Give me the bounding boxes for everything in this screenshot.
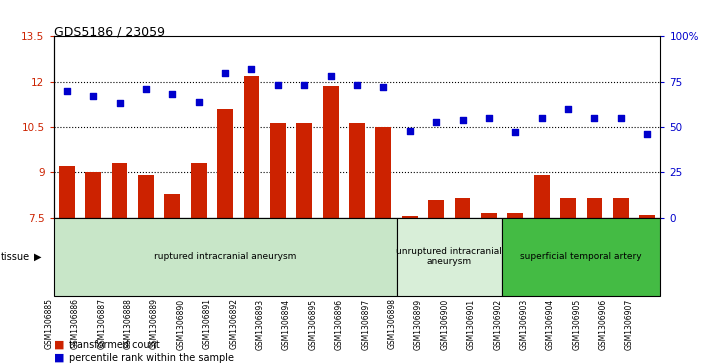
Bar bbox=[508, 213, 523, 218]
Bar bbox=[270, 123, 286, 218]
Text: GSM1306898: GSM1306898 bbox=[388, 298, 396, 349]
Text: GSM1306903: GSM1306903 bbox=[520, 298, 528, 350]
Point bbox=[298, 82, 310, 88]
Text: GSM1306896: GSM1306896 bbox=[335, 298, 344, 350]
Point bbox=[140, 86, 151, 92]
Bar bbox=[111, 163, 127, 218]
Point bbox=[589, 115, 600, 121]
Text: GDS5186 / 23059: GDS5186 / 23059 bbox=[54, 25, 164, 38]
Bar bbox=[481, 213, 497, 218]
Bar bbox=[502, 218, 660, 296]
Text: GSM1306894: GSM1306894 bbox=[282, 298, 291, 350]
Point bbox=[431, 119, 442, 125]
Text: GSM1306905: GSM1306905 bbox=[573, 298, 581, 350]
Point bbox=[351, 82, 363, 88]
Point bbox=[483, 115, 495, 121]
Bar bbox=[613, 198, 629, 218]
Point bbox=[193, 99, 204, 105]
Bar bbox=[376, 127, 391, 218]
Point bbox=[325, 73, 336, 79]
Text: GSM1306887: GSM1306887 bbox=[97, 298, 106, 349]
Point bbox=[536, 115, 548, 121]
Bar bbox=[587, 198, 603, 218]
Text: tissue: tissue bbox=[1, 252, 30, 262]
Text: GSM1306891: GSM1306891 bbox=[203, 298, 212, 349]
Bar bbox=[534, 175, 550, 218]
Point bbox=[87, 93, 99, 99]
Point bbox=[378, 84, 389, 90]
Bar bbox=[138, 175, 154, 218]
Bar bbox=[296, 123, 312, 218]
Bar bbox=[323, 86, 338, 218]
Point bbox=[272, 82, 283, 88]
Text: GSM1306900: GSM1306900 bbox=[441, 298, 449, 350]
Text: GSM1306899: GSM1306899 bbox=[414, 298, 423, 350]
Bar bbox=[243, 76, 259, 218]
Text: GSM1306892: GSM1306892 bbox=[229, 298, 238, 349]
Bar bbox=[54, 218, 396, 296]
Text: GSM1306885: GSM1306885 bbox=[44, 298, 54, 349]
Text: GSM1306907: GSM1306907 bbox=[625, 298, 634, 350]
Point bbox=[246, 66, 257, 72]
Text: GSM1306906: GSM1306906 bbox=[598, 298, 608, 350]
Point bbox=[61, 88, 72, 94]
Text: percentile rank within the sample: percentile rank within the sample bbox=[69, 352, 234, 363]
Point bbox=[219, 70, 231, 76]
Bar bbox=[164, 193, 180, 218]
Text: GSM1306890: GSM1306890 bbox=[176, 298, 186, 350]
Text: ▶: ▶ bbox=[34, 252, 42, 262]
Text: GSM1306889: GSM1306889 bbox=[150, 298, 159, 349]
Text: GSM1306895: GSM1306895 bbox=[308, 298, 318, 350]
Point bbox=[510, 130, 521, 135]
Point bbox=[404, 128, 416, 134]
Text: GSM1306888: GSM1306888 bbox=[124, 298, 133, 349]
Point bbox=[114, 101, 125, 106]
Point bbox=[166, 91, 178, 97]
Bar bbox=[349, 123, 365, 218]
Bar bbox=[396, 218, 502, 296]
Text: ■: ■ bbox=[54, 352, 64, 363]
Bar bbox=[455, 198, 471, 218]
Text: GSM1306902: GSM1306902 bbox=[493, 298, 502, 350]
Text: GSM1306904: GSM1306904 bbox=[546, 298, 555, 350]
Bar bbox=[191, 163, 206, 218]
Text: ruptured intracranial aneurysm: ruptured intracranial aneurysm bbox=[154, 252, 296, 261]
Text: ■: ■ bbox=[54, 340, 64, 350]
Bar bbox=[428, 200, 444, 218]
Point bbox=[642, 131, 653, 137]
Point bbox=[457, 117, 468, 123]
Point bbox=[563, 106, 574, 112]
Text: unruptured intracranial
aneurysm: unruptured intracranial aneurysm bbox=[396, 247, 502, 266]
Point bbox=[615, 115, 627, 121]
Text: GSM1306897: GSM1306897 bbox=[361, 298, 370, 350]
Bar bbox=[85, 172, 101, 218]
Bar bbox=[402, 216, 418, 218]
Bar bbox=[560, 198, 576, 218]
Bar bbox=[639, 215, 655, 218]
Text: superficial temporal artery: superficial temporal artery bbox=[521, 252, 642, 261]
Text: GSM1306886: GSM1306886 bbox=[71, 298, 80, 349]
Bar bbox=[59, 166, 75, 218]
Text: GSM1306893: GSM1306893 bbox=[256, 298, 265, 350]
Text: GSM1306901: GSM1306901 bbox=[467, 298, 476, 350]
Bar bbox=[217, 109, 233, 218]
Text: transformed count: transformed count bbox=[69, 340, 160, 350]
